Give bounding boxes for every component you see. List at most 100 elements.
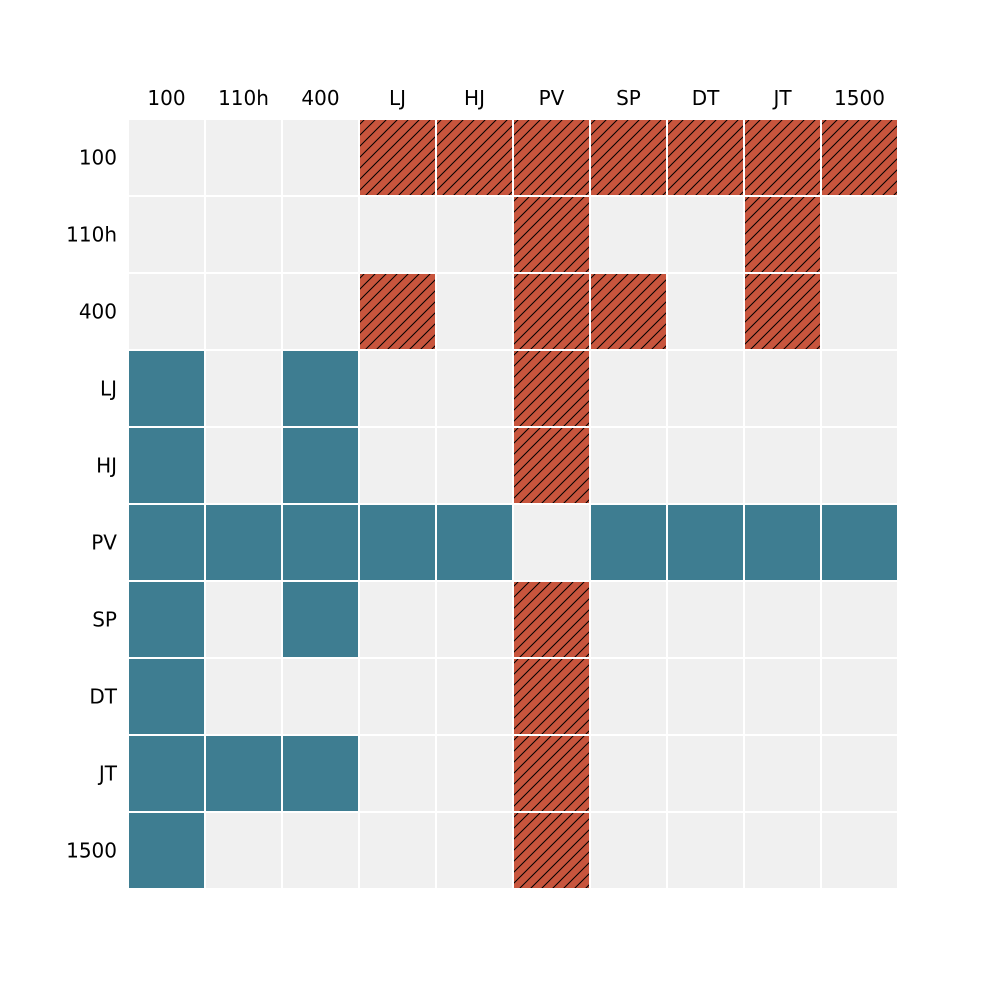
heatmap-cell-r4-c8 xyxy=(745,428,820,503)
heatmap-cell-r8-c0 xyxy=(129,736,204,811)
row-label: 1500 xyxy=(66,839,117,863)
hatch-overlay-r2-c3 xyxy=(360,274,435,349)
row-label: SP xyxy=(92,608,117,632)
column-label: 400 xyxy=(301,86,339,110)
row-label: 100 xyxy=(79,146,117,170)
row-label: PV xyxy=(91,531,117,555)
heatmap-cell-r1-c3 xyxy=(360,197,435,272)
hatch-overlay-r1-c8 xyxy=(745,197,820,272)
heatmap-cell-r6-c3 xyxy=(360,582,435,657)
heatmap-cell-r9-c2 xyxy=(283,813,358,888)
hatch-overlay-r4-c5 xyxy=(514,428,589,503)
heatmap-cell-r2-c0 xyxy=(129,274,204,349)
heatmap-cell-r3-c3 xyxy=(360,351,435,426)
heatmap-cell-r3-c2 xyxy=(283,351,358,426)
heatmap-cell-r8-c1 xyxy=(206,736,281,811)
hatch-overlay-r8-c5 xyxy=(514,736,589,811)
heatmap-cell-r4-c7 xyxy=(668,428,743,503)
heatmap-cell-r3-c8 xyxy=(745,351,820,426)
heatmap-cell-r5-c3 xyxy=(360,505,435,580)
heatmap-cell-r9-c4 xyxy=(437,813,512,888)
heatmap-cell-r9-c9 xyxy=(822,813,897,888)
heatmap-cell-r9-c8 xyxy=(745,813,820,888)
column-label: 110h xyxy=(218,86,269,110)
heatmap-cell-r6-c4 xyxy=(437,582,512,657)
heatmap-cell-r6-c1 xyxy=(206,582,281,657)
heatmap-cell-r5-c9 xyxy=(822,505,897,580)
heatmap-cell-r6-c7 xyxy=(668,582,743,657)
heatmap-cell-r6-c0 xyxy=(129,582,204,657)
row-label: DT xyxy=(89,685,117,709)
heatmap-cell-r7-c4 xyxy=(437,659,512,734)
heatmap-cell-r6-c2 xyxy=(283,582,358,657)
heatmap-cell-r6-c6 xyxy=(591,582,666,657)
column-label: DT xyxy=(692,86,720,110)
heatmap-cell-r3-c1 xyxy=(206,351,281,426)
hatch-overlay-r7-c5 xyxy=(514,659,589,734)
heatmap-cell-r9-c1 xyxy=(206,813,281,888)
hatch-overlay-r3-c5 xyxy=(514,351,589,426)
heatmap-cell-r5-c0 xyxy=(129,505,204,580)
heatmap-cell-r3-c0 xyxy=(129,351,204,426)
heatmap-cell-r3-c4 xyxy=(437,351,512,426)
heatmap-cell-r1-c2 xyxy=(283,197,358,272)
heatmap-cell-r5-c6 xyxy=(591,505,666,580)
hatch-overlay-r2-c6 xyxy=(591,274,666,349)
hatch-overlay-r9-c5 xyxy=(514,813,589,888)
column-label: 100 xyxy=(147,86,185,110)
heatmap-cell-r4-c4 xyxy=(437,428,512,503)
column-label: 1500 xyxy=(834,86,885,110)
row-label: 110h xyxy=(66,223,117,247)
hatch-overlay-r0-c9 xyxy=(822,120,897,195)
hatch-overlay-r0-c8 xyxy=(745,120,820,195)
heatmap-cell-r1-c1 xyxy=(206,197,281,272)
column-label: JT xyxy=(771,86,792,110)
heatmap-cell-r1-c4 xyxy=(437,197,512,272)
row-label: HJ xyxy=(96,454,117,478)
heatmap-cell-r7-c9 xyxy=(822,659,897,734)
heatmap-cell-r1-c6 xyxy=(591,197,666,272)
hatch-overlay-r1-c5 xyxy=(514,197,589,272)
heatmap-cell-r7-c2 xyxy=(283,659,358,734)
heatmap-cell-r8-c3 xyxy=(360,736,435,811)
heatmap-cell-r7-c1 xyxy=(206,659,281,734)
column-label: PV xyxy=(539,86,565,110)
heatmap-cell-r1-c9 xyxy=(822,197,897,272)
column-label: SP xyxy=(616,86,641,110)
heatmap-cell-r7-c6 xyxy=(591,659,666,734)
heatmap-cell-r5-c2 xyxy=(283,505,358,580)
heatmap-cell-r4-c6 xyxy=(591,428,666,503)
hatch-overlay-r2-c5 xyxy=(514,274,589,349)
heatmap-cell-r8-c6 xyxy=(591,736,666,811)
heatmap-cell-r9-c0 xyxy=(129,813,204,888)
heatmap-cell-r1-c7 xyxy=(668,197,743,272)
heatmap-cell-r4-c3 xyxy=(360,428,435,503)
row-label: LJ xyxy=(100,377,117,401)
heatmap-cell-r0-c1 xyxy=(206,120,281,195)
heatmap-cell-r8-c7 xyxy=(668,736,743,811)
heatmap-cell-r8-c8 xyxy=(745,736,820,811)
heatmap-cell-r6-c9 xyxy=(822,582,897,657)
heatmap-cell-r0-c2 xyxy=(283,120,358,195)
heatmap-cell-r9-c6 xyxy=(591,813,666,888)
hatch-overlay-r6-c5 xyxy=(514,582,589,657)
heatmap-cell-r4-c1 xyxy=(206,428,281,503)
heatmap-cell-r9-c7 xyxy=(668,813,743,888)
row-label: 400 xyxy=(79,300,117,324)
heatmap-cell-r3-c9 xyxy=(822,351,897,426)
heatmap-cell-r9-c3 xyxy=(360,813,435,888)
hatch-overlay-r0-c6 xyxy=(591,120,666,195)
heatmap-cell-r2-c9 xyxy=(822,274,897,349)
heatmap-cell-r7-c8 xyxy=(745,659,820,734)
heatmap-cell-r8-c4 xyxy=(437,736,512,811)
heatmap-cell-r5-c7 xyxy=(668,505,743,580)
heatmap-cell-r8-c2 xyxy=(283,736,358,811)
hatch-overlay-r0-c3 xyxy=(360,120,435,195)
heatmap-cell-r7-c7 xyxy=(668,659,743,734)
hatch-overlay-r0-c5 xyxy=(514,120,589,195)
heatmap-cell-r3-c7 xyxy=(668,351,743,426)
heatmap-cell-r0-c0 xyxy=(129,120,204,195)
heatmap-cell-r2-c7 xyxy=(668,274,743,349)
column-labels: 100 110h 400 LJ HJ PV SP DT JT 1500 xyxy=(147,86,885,110)
